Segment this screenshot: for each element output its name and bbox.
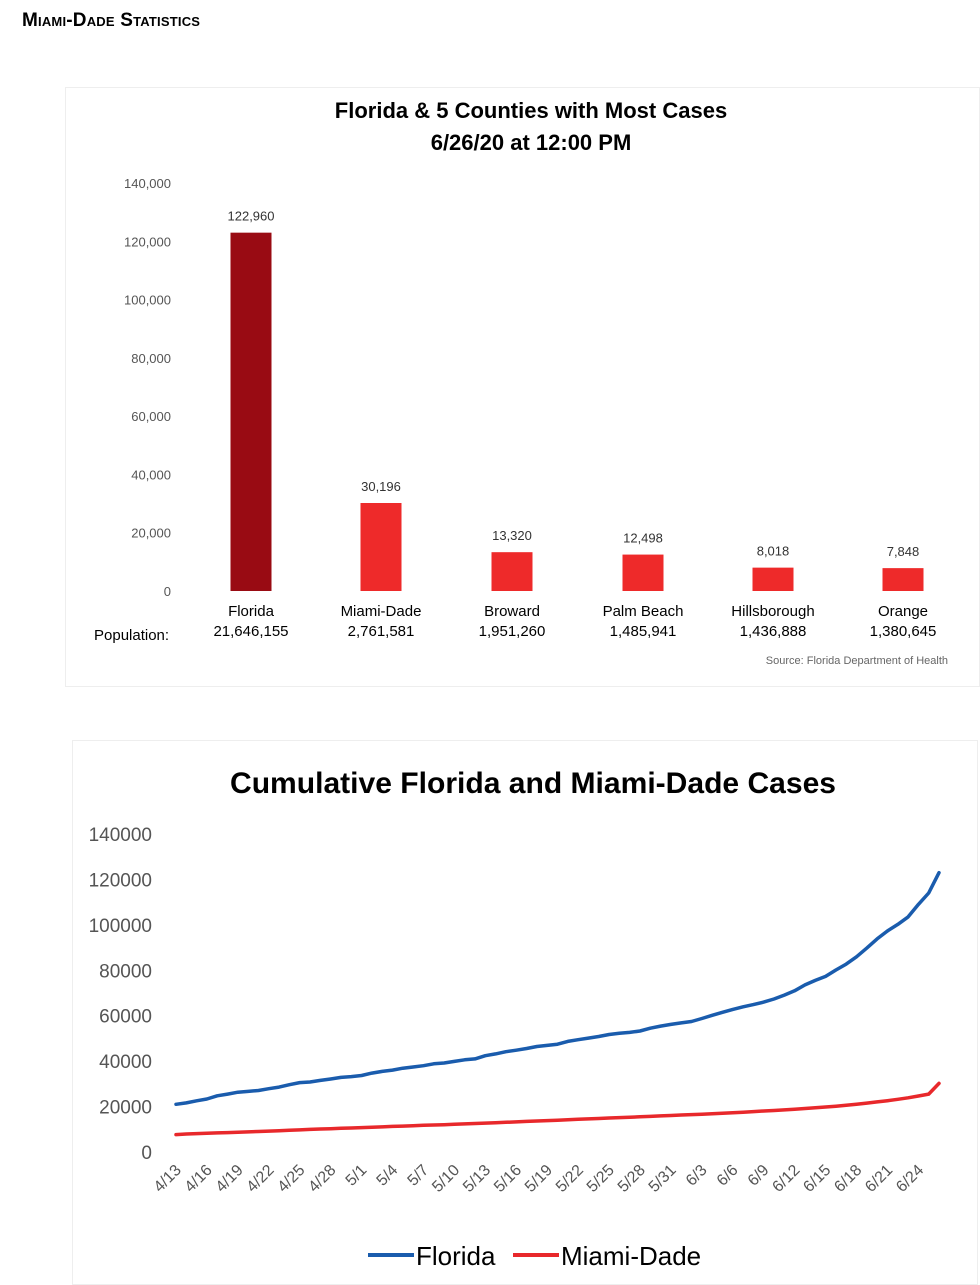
line-y-tick-label: 140000 [89, 825, 152, 846]
line-x-tick-label: 4/19 [213, 1162, 247, 1196]
line-x-tick-label: 5/4 [374, 1162, 402, 1190]
bar-y-tick-label: 80,000 [131, 351, 171, 366]
bar-chart-panel: Florida & 5 Counties with Most Cases 6/2… [65, 87, 980, 687]
bar-y-axis: 0 20,000 40,000 60,000 80,000 100,000 120,000 1… [124, 176, 171, 599]
line-x-tick-label: 6/24 [893, 1162, 927, 1196]
bar-orange [882, 568, 924, 591]
bar-category-label: Broward [484, 603, 540, 620]
line-chart-panel: Cumulative Florida and Miami-Dade Cases … [72, 740, 978, 1285]
bar-category-label: Orange [878, 603, 928, 620]
line-x-tick-label: 4/25 [275, 1162, 309, 1196]
line-y-tick-label: 40000 [99, 1052, 152, 1073]
bar-y-tick-label: 40,000 [131, 467, 171, 482]
line-y-tick-label: 120000 [89, 870, 152, 891]
line-y-tick-label: 80000 [99, 961, 152, 982]
line-x-tick-label: 5/7 [405, 1162, 433, 1190]
bar-value-label: 122,960 [228, 209, 275, 224]
bar-value-label: 7,848 [887, 544, 920, 559]
bar-y-tick-label: 140,000 [124, 176, 171, 191]
bar-category-label: Miami-Dade [341, 603, 422, 620]
legend-florida-label: Florida [416, 1241, 496, 1271]
bar-category-label: Hillsborough [731, 603, 814, 620]
bar-miami-dade [360, 503, 402, 591]
line-legend: Florida Miami-Dade [368, 1241, 701, 1271]
legend-miami-dade-label: Miami-Dade [561, 1241, 701, 1271]
line-x-tick-label: 4/22 [244, 1162, 278, 1196]
series-line-florida [174, 870, 941, 1107]
line-series [174, 870, 941, 1137]
line-x-tick-label: 5/19 [522, 1162, 556, 1196]
line-chart: Cumulative Florida and Miami-Dade Cases … [89, 767, 941, 1271]
line-x-tick-label: 6/21 [862, 1162, 896, 1196]
bar-category-label: Palm Beach [603, 603, 684, 620]
bar-value-label: 13,320 [492, 528, 532, 543]
line-chart-title: Cumulative Florida and Miami-Dade Cases [230, 767, 836, 800]
bar-category-label: Florida [228, 603, 275, 620]
bar-population-label: 1,380,645 [870, 623, 937, 640]
page-header: Miami-Dade Statistics [22, 10, 201, 31]
bar-florida [230, 232, 272, 591]
bar-y-tick-label: 0 [164, 584, 171, 599]
line-x-tick-label: 4/28 [305, 1162, 339, 1196]
bar-value-label: 8,018 [757, 544, 790, 559]
line-x-tick-label: 4/13 [151, 1162, 185, 1196]
line-y-tick-label: 20000 [99, 1098, 152, 1119]
line-x-tick-label: 6/6 [714, 1162, 742, 1190]
series-line-miami-dade [174, 1081, 941, 1137]
line-x-tick-label: 6/12 [769, 1162, 803, 1196]
line-x-tick-label: 5/13 [460, 1162, 494, 1196]
line-x-tick-label: 5/10 [429, 1162, 463, 1196]
line-x-tick-label: 5/25 [584, 1162, 618, 1196]
bar-hillsborough [752, 567, 794, 591]
line-x-tick-label: 5/22 [553, 1162, 587, 1196]
line-x-tick-label: 6/9 [745, 1162, 773, 1190]
line-x-tick-label: 6/15 [800, 1162, 834, 1196]
bar-chart-title: Florida & 5 Counties with Most Cases [335, 98, 727, 123]
population-label: Population: [94, 627, 169, 644]
line-x-tick-label: 5/1 [343, 1162, 371, 1190]
bar-chart: Florida & 5 Counties with Most Cases 6/2… [94, 98, 948, 667]
line-x-tick-label: 6/18 [831, 1162, 865, 1196]
bar-palm-beach [622, 554, 664, 591]
line-x-tick-label: 4/16 [182, 1162, 216, 1196]
bar-y-tick-label: 120,000 [124, 234, 171, 249]
bar-value-label: 30,196 [361, 479, 401, 494]
bar-series: 122,960 Florida 21,646,155 30,196 Miami-Dade… [213, 209, 936, 640]
line-x-tick-label: 5/16 [491, 1162, 525, 1196]
bar-y-tick-label: 20,000 [131, 526, 171, 541]
bar-y-tick-label: 60,000 [131, 409, 171, 424]
bar-broward [491, 552, 533, 591]
source-note: Source: Florida Department of Health [766, 655, 948, 667]
bar-population-label: 1,951,260 [479, 623, 546, 640]
bar-value-label: 12,498 [623, 531, 663, 546]
line-y-tick-label: 60000 [99, 1007, 152, 1028]
bar-population-label: 1,485,941 [610, 623, 677, 640]
line-x-tick-label: 5/28 [615, 1162, 649, 1196]
line-y-axis: 0 20000 40000 60000 80000 100000 120000 140000 [89, 825, 152, 1164]
line-x-axis: 4/134/164/194/224/254/28 5/1 5/4 5/75/105/1… [151, 1162, 927, 1196]
bar-population-label: 2,761,581 [348, 623, 415, 640]
line-y-tick-label: 0 [141, 1143, 152, 1164]
bar-chart-subtitle: 6/26/20 at 12:00 PM [431, 130, 632, 155]
bar-y-tick-label: 100,000 [124, 293, 171, 308]
line-x-tick-label: 6/3 [683, 1162, 711, 1190]
bar-population-label: 1,436,888 [740, 623, 807, 640]
bar-population-label: 21,646,155 [213, 623, 288, 640]
line-y-tick-label: 100000 [89, 916, 152, 937]
line-x-tick-label: 5/31 [646, 1162, 680, 1196]
